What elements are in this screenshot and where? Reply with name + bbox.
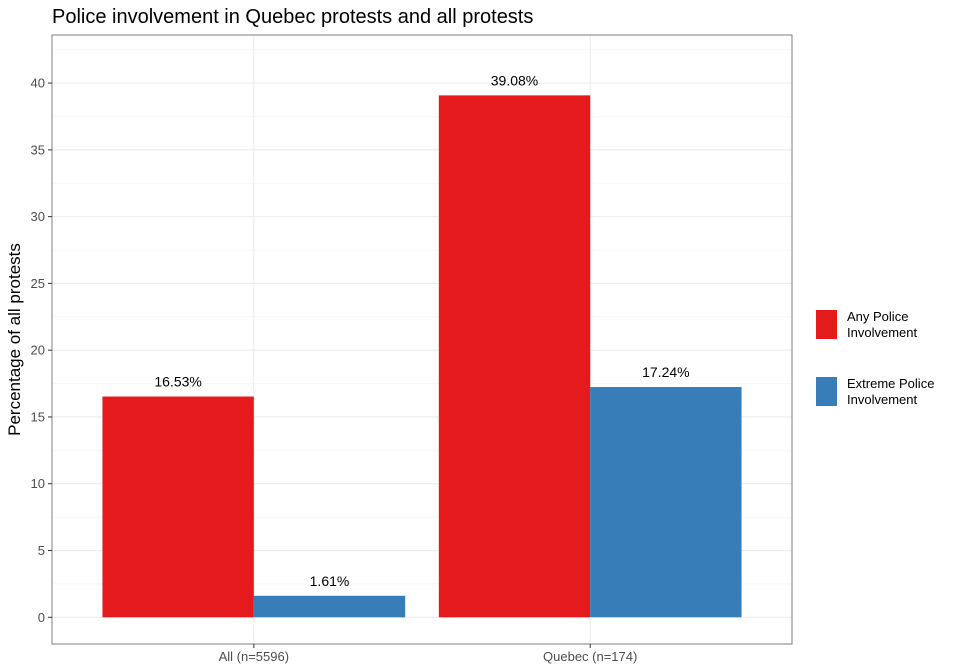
bar — [590, 387, 742, 618]
y-tick-label: 25 — [31, 276, 45, 291]
y-axis: 0 5 10 15 20 25 30 35 40 — [31, 76, 52, 625]
bars — [102, 95, 742, 618]
y-tick-label: 5 — [38, 543, 45, 558]
plot-panel — [51, 34, 793, 645]
bar — [438, 95, 591, 618]
y-tick-label: 10 — [31, 476, 45, 491]
y-tick-label: 15 — [31, 409, 45, 424]
y-tick-label: 30 — [31, 209, 45, 224]
legend-label: Extreme Police Involvement — [847, 376, 934, 407]
legend: Any Police Involvement Extreme Police Invol… — [816, 309, 934, 407]
y-tick-label: 0 — [38, 610, 45, 625]
y-tick-label: 35 — [31, 142, 45, 157]
y-tick-label: 40 — [31, 76, 45, 91]
chart-title: Police involvement in Quebec protests an… — [52, 6, 533, 28]
legend-key — [816, 377, 837, 406]
x-tick-label: All (n=5596) — [219, 649, 289, 664]
y-tick-label: 20 — [31, 343, 45, 358]
x-axis: All (n=5596) Quebec (n=174) — [219, 644, 637, 664]
data-label: 17.24% — [642, 364, 689, 380]
data-label: 1.61% — [310, 573, 350, 589]
x-tick-label: Quebec (n=174) — [543, 649, 637, 664]
bar — [253, 595, 406, 618]
legend-label: Any Police Involvement — [847, 309, 917, 340]
legend-key — [816, 310, 837, 339]
data-labels: 16.53% 39.08% 1.61% 17.24% — [154, 72, 689, 588]
data-label: 16.53% — [154, 374, 201, 390]
y-axis-title: Percentage of all protests — [5, 243, 24, 436]
bar — [102, 396, 254, 618]
data-label: 39.08% — [491, 72, 538, 88]
